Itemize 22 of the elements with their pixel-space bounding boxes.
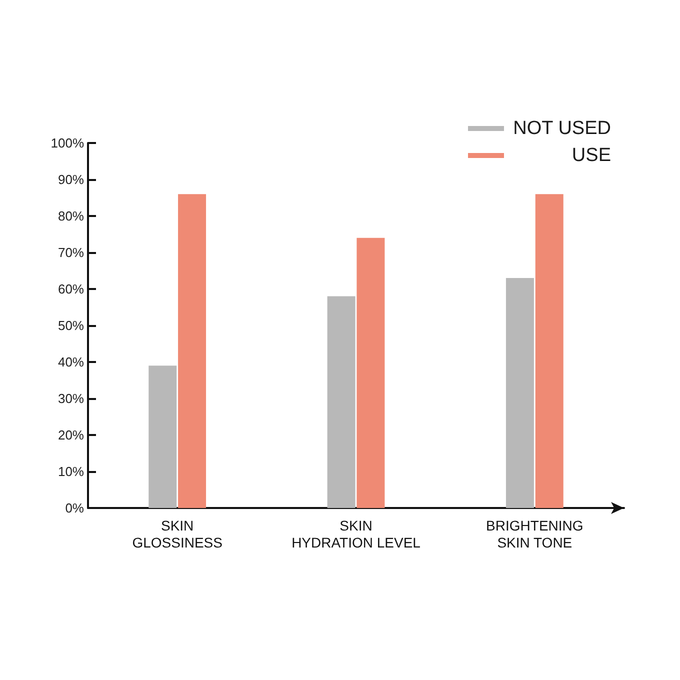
bar	[506, 278, 534, 508]
x-tick-label: SKIN GLOSSINESS	[132, 518, 222, 550]
bar	[327, 296, 356, 508]
y-tick-label: 30%	[58, 391, 84, 406]
y-tick-label: 10%	[58, 464, 84, 479]
y-tick-label: 100%	[50, 136, 84, 150]
bar	[535, 194, 564, 508]
y-tick-label: 80%	[58, 208, 84, 224]
legend-label: NOT USED	[513, 118, 611, 139]
y-tick-label: 60%	[58, 282, 84, 296]
y-tick-label: 40%	[58, 354, 84, 370]
y-tick-label: 90%	[58, 172, 84, 187]
x-tick-label: SKIN HYDRATION LEVEL	[292, 518, 421, 550]
y-tick-label: 70%	[58, 245, 84, 260]
y-tick-label: 0%	[65, 500, 84, 516]
y-tick-label: 50%	[58, 318, 84, 333]
bar	[178, 194, 206, 508]
series-label: USE	[572, 145, 611, 166]
bar	[356, 238, 385, 508]
y-tick-label: 20%	[58, 428, 84, 442]
x-tick-label: BRIGHTENING SKIN TONE	[486, 518, 584, 550]
bar	[148, 366, 177, 508]
